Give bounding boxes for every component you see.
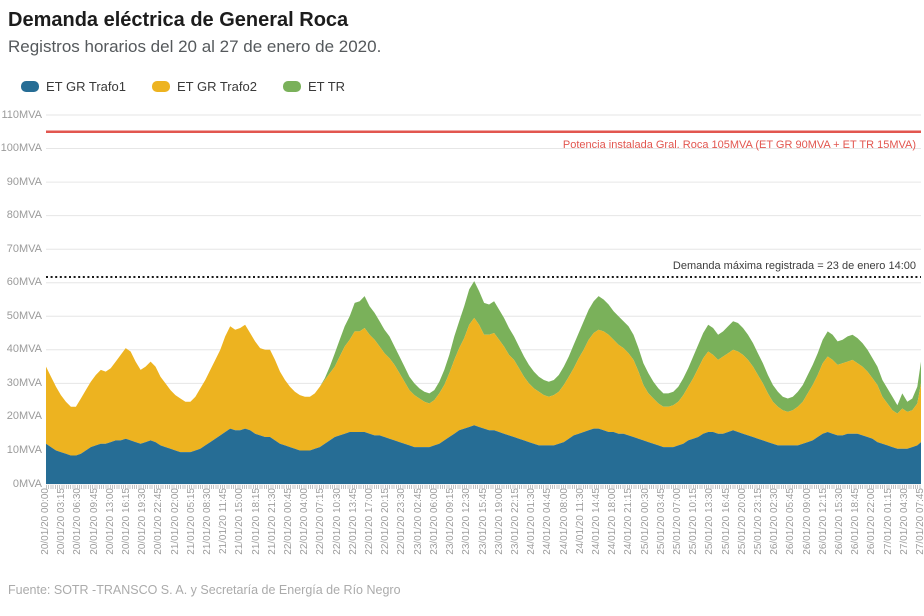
x-tick-label: 26/01/20 02:30 (769, 488, 781, 555)
y-tick-label: 40MVA (6, 343, 42, 356)
max-demand-annotation: Demanda máxima registrada = 23 de enero … (672, 260, 916, 272)
legend-label-trafo1: ET GR Trafo1 (46, 79, 126, 94)
x-tick-label: 23/01/20 22:15 (509, 488, 521, 555)
x-tick-label: 24/01/20 08:00 (558, 488, 570, 555)
x-tick-label: 24/01/20 04:45 (542, 488, 554, 555)
x-tick-label: 23/01/20 15:45 (477, 488, 489, 555)
legend: ET GR Trafo1 ET GR Trafo2 ET TR (21, 79, 345, 94)
x-tick-label: 27/01/20 04:30 (898, 488, 910, 555)
x-tick-label: 24/01/20 14:45 (590, 488, 602, 555)
x-tick-label: 20/01/20 22:45 (153, 488, 165, 555)
x-tick-label: 20/01/20 03:15 (56, 488, 68, 555)
x-tick-label: 20/01/20 19:30 (137, 488, 149, 555)
legend-swatch-trafo1-icon (21, 81, 39, 92)
x-tick-label: 24/01/20 18:00 (607, 488, 619, 555)
page-subtitle: Registros horarios del 20 al 27 de enero… (8, 37, 382, 56)
legend-item-trafo2: ET GR Trafo2 (151, 79, 257, 94)
x-tick-label: 20/01/20 00:00 (40, 488, 51, 555)
x-tick-label: 21/01/20 11:45 (218, 488, 230, 554)
x-tick-label: 22/01/20 04:00 (299, 488, 311, 555)
x-tick-label: 25/01/20 07:00 (671, 488, 683, 555)
y-tick-label: 110MVA (1, 108, 42, 121)
x-tick-label: 20/01/20 06:30 (72, 488, 84, 555)
x-tick-label: 23/01/20 02:45 (412, 488, 424, 555)
y-tick-label: 80MVA (6, 209, 42, 222)
y-tick-label: 20MVA (6, 410, 42, 423)
x-tick-label: 27/01/20 07:45 (915, 488, 924, 555)
x-tick-label: 26/01/20 09:00 (801, 488, 813, 555)
x-tick-label: 21/01/20 05:15 (185, 488, 197, 555)
x-tick-label: 26/01/20 22:00 (866, 488, 878, 555)
y-tick-label: 10MVA (6, 443, 42, 456)
x-tick-label: 23/01/20 19:00 (493, 488, 505, 555)
x-tick-label: 24/01/20 01:30 (526, 488, 538, 555)
x-tick-label: 20/01/20 16:15 (121, 488, 133, 555)
x-tick-label: 25/01/20 20:00 (736, 488, 748, 555)
x-tick-label: 21/01/20 18:15 (250, 488, 262, 555)
y-tick-label: 30MVA (6, 376, 42, 389)
y-tick-label: 0MVA (12, 477, 42, 490)
x-tick-label: 23/01/20 09:15 (445, 488, 457, 555)
legend-label-trafo2: ET GR Trafo2 (176, 79, 257, 94)
x-tick-label: 22/01/20 17:00 (364, 488, 376, 555)
x-tick-label: 21/01/20 15:00 (234, 488, 246, 555)
x-tick-label: 24/01/20 21:15 (623, 488, 635, 555)
y-tick-label: 60MVA (6, 276, 42, 289)
x-tick-label: 25/01/20 03:45 (655, 488, 667, 555)
x-tick-label: 22/01/20 13:45 (347, 488, 359, 555)
x-tick-label: 22/01/20 07:15 (315, 488, 327, 555)
x-tick-label: 21/01/20 02:00 (169, 488, 181, 555)
x-tick-label: 27/01/20 01:15 (882, 488, 894, 555)
x-tick-label: 23/01/20 06:00 (428, 488, 440, 555)
x-tick-label: 24/01/20 11:30 (574, 488, 586, 554)
x-tick-label: 25/01/20 23:15 (752, 488, 764, 555)
source-note: Fuente: SOTR -TRANSCO S. A. y Secretaría… (8, 583, 401, 597)
x-tick-label: 25/01/20 10:15 (688, 488, 700, 555)
y-tick-label: 50MVA (6, 309, 42, 322)
x-tick-label: 22/01/20 10:30 (331, 488, 343, 555)
x-tick-label: 26/01/20 05:45 (785, 488, 797, 555)
page-title: Demanda eléctrica de General Roca (8, 9, 349, 31)
x-tick-label: 25/01/20 00:30 (639, 488, 651, 555)
y-tick-label: 90MVA (6, 175, 42, 188)
x-tick-label: 25/01/20 13:30 (704, 488, 716, 555)
x-tick-label: 21/01/20 08:30 (202, 488, 214, 555)
y-tick-label: 70MVA (6, 242, 42, 255)
x-tick-label: 26/01/20 15:30 (833, 488, 845, 555)
x-tick-label: 20/01/20 09:45 (88, 488, 100, 555)
y-tick-label: 100MVA (0, 142, 42, 155)
legend-swatch-tr-icon (282, 81, 301, 92)
x-tick-label: 23/01/20 12:30 (461, 488, 473, 555)
legend-item-tr: ET TR (282, 79, 346, 94)
legend-label-tr: ET TR (307, 79, 346, 94)
x-tick-label: 25/01/20 16:45 (720, 488, 732, 555)
x-tick-label: 21/01/20 21:30 (266, 488, 278, 555)
x-tick-label: 26/01/20 18:45 (850, 488, 862, 555)
x-tick-label: 22/01/20 20:15 (380, 488, 392, 555)
x-tick-label: 22/01/20 00:45 (283, 488, 295, 555)
x-axis-tick-band (46, 485, 921, 489)
legend-swatch-trafo2-icon (151, 81, 170, 92)
x-tick-label: 20/01/20 13:00 (104, 488, 116, 555)
x-tick-label: 26/01/20 12:15 (817, 488, 829, 555)
x-tick-label: 22/01/20 23:30 (396, 488, 408, 555)
installed-capacity-annotation: Potencia instalada Gral. Roca 105MVA (ET… (562, 139, 916, 151)
legend-item-trafo1: ET GR Trafo1 (21, 79, 126, 94)
